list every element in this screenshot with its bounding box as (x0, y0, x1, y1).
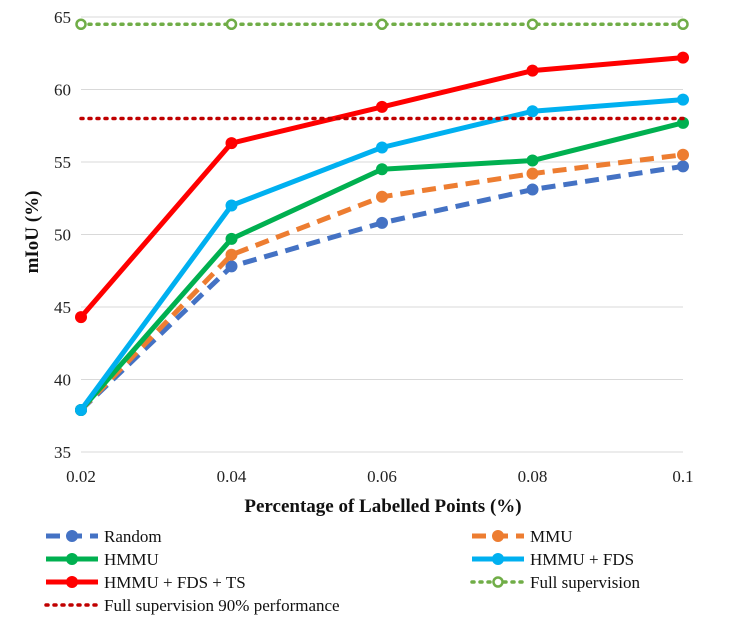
y-axis-ticks: 35 40 45 50 55 60 65 (54, 8, 71, 462)
data-point-hmmu-fds-ts (225, 137, 238, 150)
data-point-mmu (225, 248, 238, 261)
x-tick-label: 0.1 (672, 467, 693, 486)
x-tick-label: 0.06 (367, 467, 397, 486)
data-point-hmmu-fds-ts (75, 311, 87, 324)
series-full-supervision (75, 18, 689, 30)
data-point-random (677, 160, 689, 173)
legend-item-full-supervision: Full supervision (470, 573, 641, 592)
legend: Random MMU HMMU HMMU + FDS HMMU + FDS + TS Fu… (44, 527, 641, 615)
y-tick-label: 60 (54, 81, 71, 100)
legend-label: Full supervision (530, 573, 641, 592)
data-point-hmmu-fds (677, 93, 689, 106)
data-point-full-supervision (75, 18, 87, 30)
series-hmmu-fds (75, 93, 689, 416)
legend-item-hmmu: HMMU (46, 550, 159, 569)
data-point-full-supervision (526, 18, 539, 30)
series-mmu (75, 148, 689, 416)
data-point-hmmu-fds (526, 105, 539, 118)
data-point-hmmu (526, 154, 539, 167)
y-axis-title: mIoU (%) (22, 191, 43, 274)
data-point-hmmu-fds (376, 141, 388, 154)
series-line-hmmu-fds-ts (79, 55, 684, 319)
legend-item-hmmu-fds-ts: HMMU + FDS + TS (46, 573, 246, 592)
series-hmmu-fds-ts (75, 51, 689, 324)
data-point-hmmu-fds-ts (677, 51, 689, 64)
legend-item-mmu: MMU (472, 527, 573, 546)
data-point-hmmu-fds (75, 403, 87, 416)
x-tick-label: 0.02 (66, 467, 96, 486)
y-tick-label: 55 (54, 153, 71, 172)
x-axis-title: Percentage of Labelled Points (%) (244, 496, 521, 517)
series-random (75, 160, 689, 416)
data-point-random (376, 216, 388, 229)
data-point-mmu (376, 190, 388, 203)
data-point-full-supervision (376, 18, 388, 30)
y-tick-label: 50 (54, 226, 71, 245)
legend-label: Random (104, 527, 162, 546)
legend-swatch-marker (492, 553, 504, 565)
data-point-hmmu (225, 232, 238, 245)
data-point-full-supervision (225, 18, 238, 30)
y-tick-label: 65 (54, 8, 71, 27)
legend-label: HMMU + FDS + TS (104, 573, 246, 592)
legend-swatch-marker (66, 553, 78, 565)
legend-item-hmmu-fds: HMMU + FDS (472, 550, 634, 569)
y-tick-label: 40 (54, 371, 71, 390)
legend-label: HMMU (104, 550, 159, 569)
series-lines (75, 18, 689, 416)
x-tick-label: 0.04 (217, 467, 247, 486)
data-point-hmmu (376, 163, 388, 176)
x-tick-label: 0.08 (518, 467, 548, 486)
data-point-random (225, 260, 238, 273)
y-tick-label: 35 (54, 443, 71, 462)
data-point-random (526, 183, 539, 196)
legend-label: Full supervision 90% performance (104, 596, 340, 615)
data-point-full-supervision (677, 18, 689, 30)
data-point-hmmu-fds (225, 199, 238, 212)
legend-swatch-marker (66, 576, 78, 588)
legend-label: HMMU + FDS (530, 550, 634, 569)
legend-swatch-marker (492, 530, 504, 542)
data-point-mmu (677, 148, 689, 161)
y-tick-label: 45 (54, 298, 71, 317)
legend-swatch-marker (66, 530, 78, 542)
data-point-hmmu-fds-ts (526, 64, 539, 77)
data-point-hmmu-fds-ts (376, 100, 388, 113)
gridlines (81, 16, 683, 453)
legend-item-random: Random (46, 527, 162, 546)
legend-label: MMU (530, 527, 573, 546)
legend-swatch-marker (492, 576, 504, 588)
data-point-mmu (526, 167, 539, 180)
legend-item-full-supervision-90-performance: Full supervision 90% performance (44, 596, 340, 615)
x-axis-ticks: 0.02 0.04 0.06 0.08 0.1 (66, 467, 694, 486)
